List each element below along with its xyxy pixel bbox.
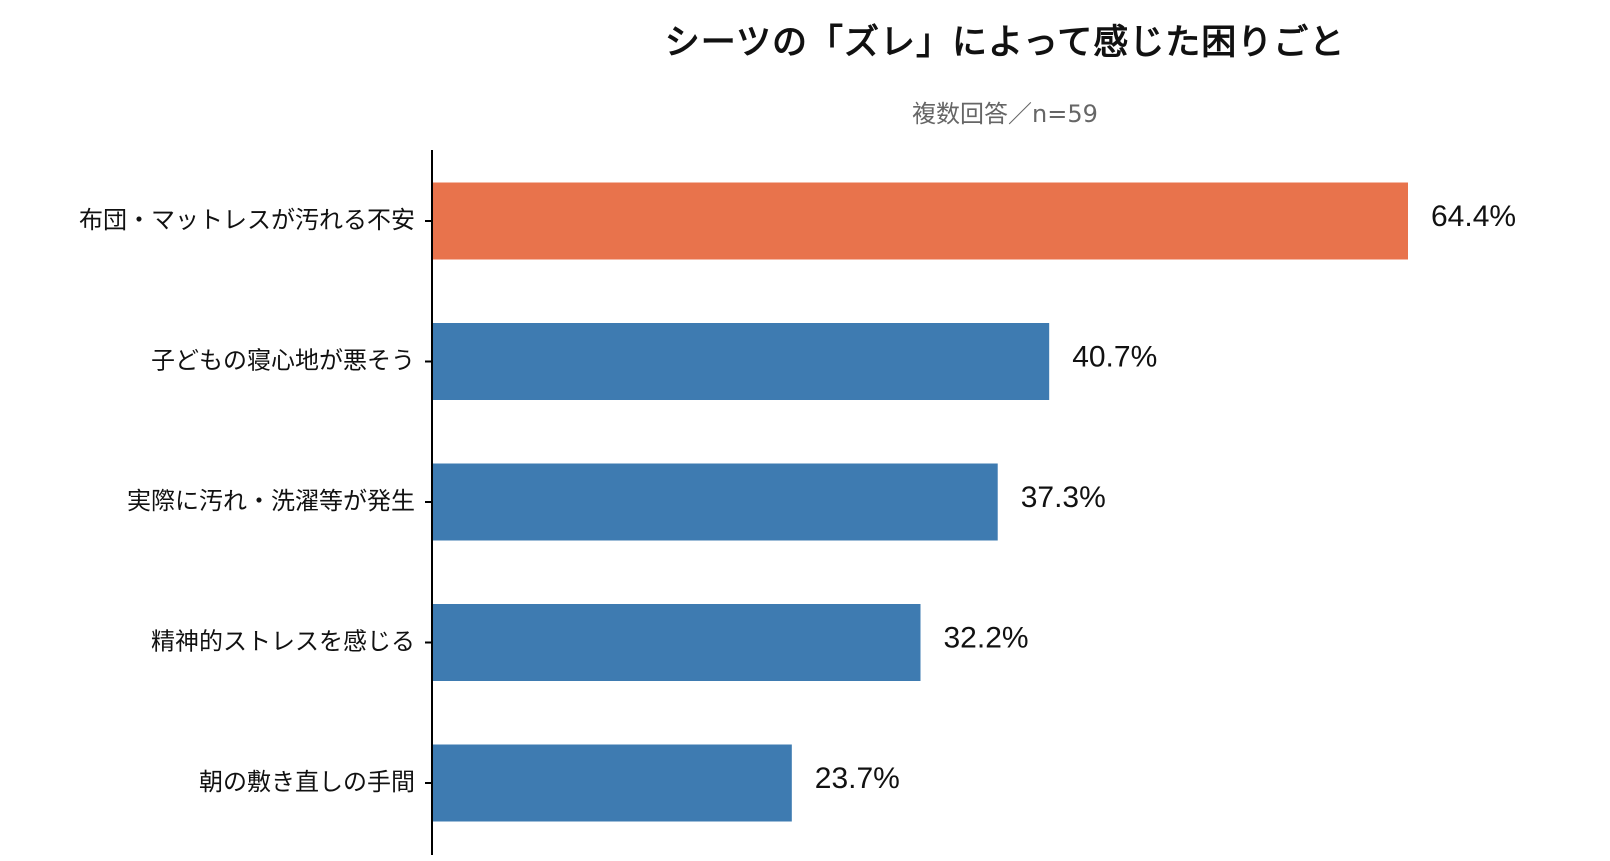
bars-group: 布団・マットレスが汚れる不安 64.4% 子どもの寝心地が悪そう 40.7% 実際に汚れ…	[79, 182, 1516, 822]
category-label-5: 朝の敷き直しの手間	[199, 768, 415, 796]
category-label-2: 子どもの寝心地が悪そう	[151, 347, 415, 375]
category-label-1: 布団・マットレスが汚れる不安	[79, 206, 415, 234]
chart-subtitle: 複数回答／n=59	[912, 100, 1098, 128]
value-label-2: 40.7%	[1072, 340, 1157, 373]
category-label-3: 実際に汚れ・洗濯等が発生	[127, 487, 415, 515]
value-label-3: 37.3%	[1021, 481, 1106, 514]
bar-3	[433, 463, 998, 541]
bar-4	[433, 604, 921, 681]
category-label-4: 精神的ストレスを感じる	[151, 628, 415, 656]
chart-title: シーツの「ズレ」によって感じた困りごと	[664, 23, 1346, 63]
bar-1	[433, 182, 1408, 260]
bar-5	[433, 744, 792, 822]
value-label-5: 23.7%	[815, 762, 900, 795]
bar-2	[433, 323, 1050, 400]
value-label-1: 64.4%	[1431, 200, 1516, 233]
value-label-4: 32.2%	[944, 621, 1029, 654]
